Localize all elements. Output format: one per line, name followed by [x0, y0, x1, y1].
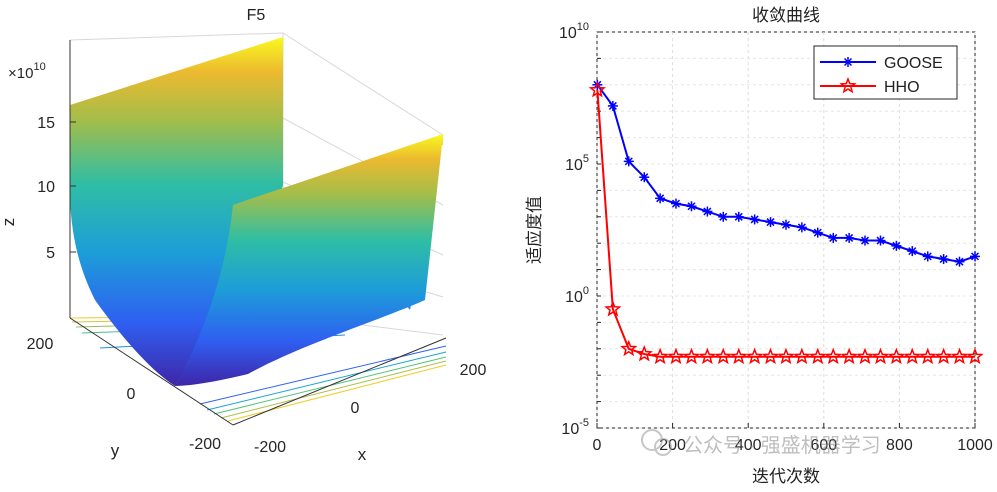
- y-tick-label: 105: [565, 153, 589, 174]
- data-point: [812, 227, 823, 238]
- surface-plot: F5: [0, 7, 486, 464]
- data-point: [749, 214, 760, 225]
- series-hho: [588, 80, 984, 365]
- series-line-hho: [596, 90, 975, 358]
- data-point: [730, 347, 748, 365]
- x-tick-label: 200: [659, 437, 686, 454]
- data-point: [745, 347, 764, 365]
- z-tick-label: 15: [37, 115, 55, 132]
- y-tick-labels: 1010 105 100 10-5: [559, 21, 589, 438]
- y-tick-label: -200: [189, 436, 221, 453]
- surface-back-wall: [70, 37, 283, 386]
- y-tick-label: 200: [27, 336, 54, 353]
- series-lines: [588, 79, 984, 365]
- legend-box: [813, 45, 958, 100]
- x-tick-label: 400: [735, 437, 762, 454]
- data-point: [966, 347, 984, 365]
- convergence-xlabel: 迭代次数: [752, 467, 820, 487]
- x-tick-label: 0: [351, 400, 360, 417]
- data-point: [922, 251, 933, 262]
- z-axis-label: z: [0, 218, 18, 227]
- data-point: [796, 222, 807, 233]
- data-point: [887, 347, 906, 365]
- z-tick-label: 10: [37, 179, 55, 196]
- data-point: [702, 206, 713, 217]
- data-point: [828, 232, 839, 243]
- data-point: [903, 347, 921, 365]
- legend: GOOSE HHO: [813, 45, 958, 100]
- legend-goose-label: GOOSE: [884, 55, 943, 72]
- data-point: [714, 347, 732, 365]
- data-point: [824, 347, 842, 365]
- legend-goose-marker: [843, 57, 853, 67]
- data-point: [954, 256, 965, 267]
- data-point: [623, 156, 634, 167]
- x-tick-label: 800: [886, 437, 913, 454]
- x-tick-label: 1000: [957, 437, 993, 454]
- data-point: [733, 211, 744, 222]
- surface-front-face: [175, 134, 443, 386]
- data-point: [919, 347, 937, 365]
- data-point: [840, 347, 858, 365]
- data-point: [682, 347, 701, 365]
- convergence-plot: 收敛曲线 0 200 400 600 800 1000 1010 105 100 10-5 迭代…: [525, 6, 993, 487]
- x-tick-labels: 0 200 400 600 800 1000: [593, 437, 993, 454]
- x-axis-label: x: [358, 445, 367, 464]
- y-tick-label: 0: [127, 386, 136, 403]
- data-point: [856, 347, 874, 365]
- z-exponent: ×1010: [8, 61, 46, 82]
- data-point: [907, 246, 918, 257]
- data-point: [635, 344, 653, 362]
- data-point: [950, 347, 969, 365]
- data-point: [871, 347, 890, 365]
- watermark: 公众号 · 强盛机器学习: [641, 429, 881, 457]
- data-point: [686, 201, 697, 212]
- axis-front-edges: [69, 40, 447, 426]
- series-goose: [592, 79, 980, 267]
- y-tick-label: 1010: [559, 21, 589, 42]
- y-tick-label: 100: [565, 285, 589, 306]
- watermark-text: 公众号 · 强盛机器学习: [683, 434, 881, 457]
- data-point: [588, 80, 607, 98]
- data-point: [793, 347, 811, 365]
- data-point: [620, 339, 638, 357]
- data-point: [891, 240, 902, 251]
- data-point: [698, 347, 717, 365]
- data-point: [777, 347, 795, 365]
- z-ticks: [70, 121, 76, 253]
- legend-hho-marker: [839, 76, 857, 94]
- data-point: [934, 347, 953, 365]
- data-point: [604, 300, 622, 317]
- data-point: [809, 347, 827, 365]
- y-axis-label: y: [111, 441, 120, 460]
- data-point: [761, 347, 780, 365]
- data-point: [667, 347, 685, 365]
- data-point: [718, 211, 729, 222]
- convergence-ylabel: 适应度值: [525, 196, 545, 264]
- data-point: [639, 172, 650, 183]
- data-point: [671, 198, 682, 209]
- data-point: [844, 232, 855, 243]
- surface-title: F5: [247, 7, 266, 24]
- convergence-title: 收敛曲线: [752, 6, 820, 26]
- data-point: [781, 219, 791, 230]
- data-point: [765, 217, 776, 228]
- y-tick-label: 10-5: [561, 417, 589, 438]
- data-point: [607, 100, 618, 111]
- z-tick-label: 5: [46, 245, 55, 262]
- x-tick-label: 600: [810, 437, 837, 454]
- data-point: [655, 193, 666, 204]
- data-point: [860, 235, 871, 246]
- data-point: [875, 235, 886, 246]
- x-tick-label: -200: [254, 439, 286, 456]
- data-point: [970, 251, 980, 262]
- data-point: [938, 254, 949, 265]
- x-tick-label: 0: [593, 437, 602, 454]
- data-point: [651, 347, 669, 365]
- x-tick-label: 200: [460, 362, 487, 379]
- legend-hho-label: HHO: [884, 79, 920, 96]
